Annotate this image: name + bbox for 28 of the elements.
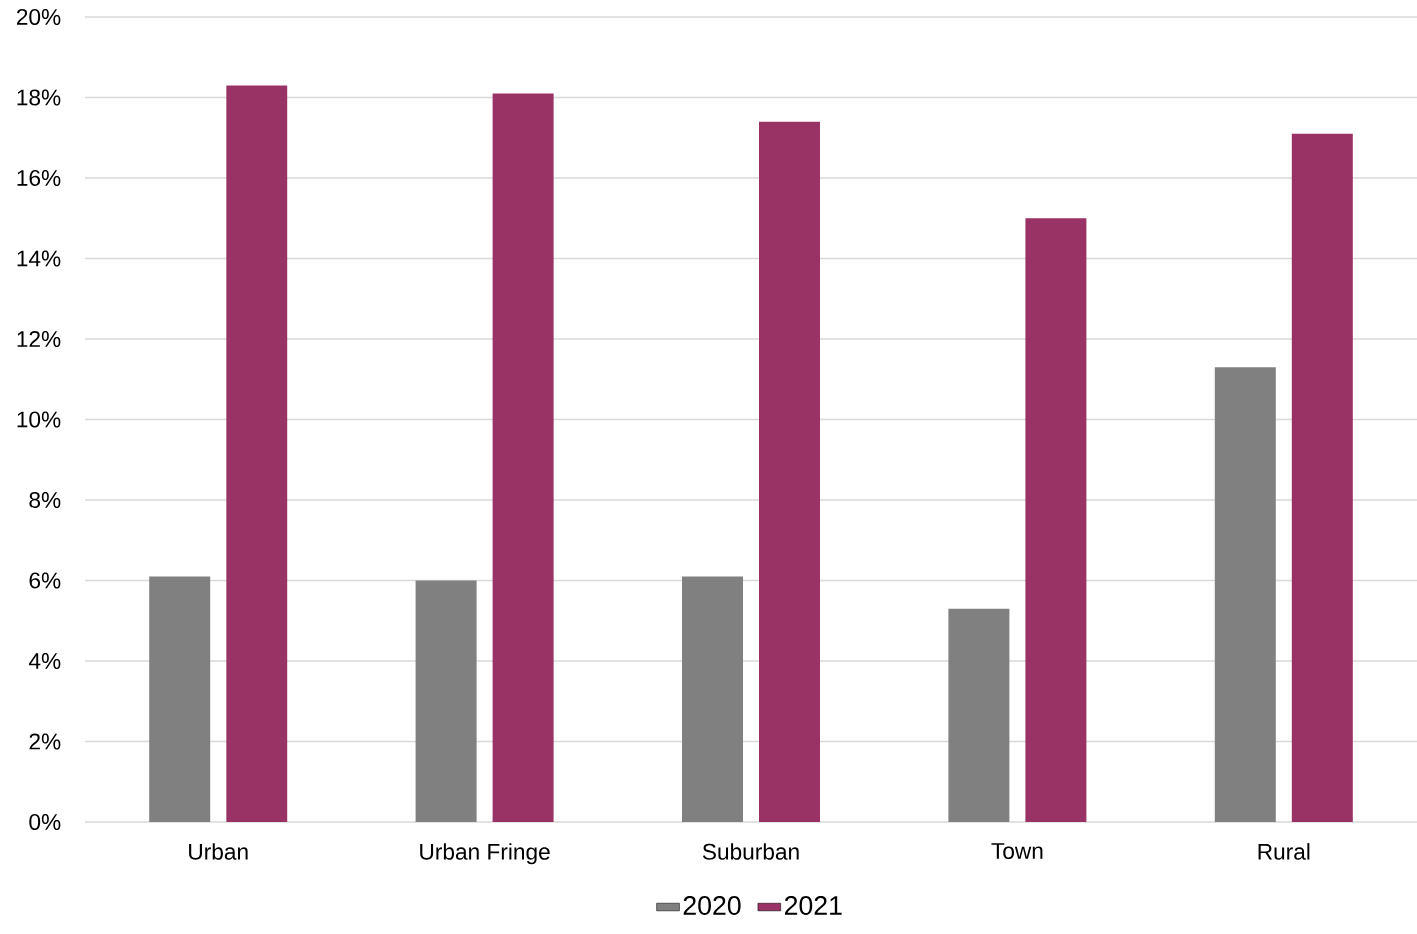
y-tick-label: 12% [17,331,61,347]
x-tick-label: Urban Fringe [420,843,550,865]
bar [1025,218,1087,822]
y-tick-label: 0% [29,813,61,831]
y-tick-label: 16% [17,169,61,187]
y-tick-label: 18% [17,89,61,106]
y-tick-label: 10% [17,411,61,428]
bar [1291,133,1353,822]
bar [948,608,1010,822]
bar [492,93,554,822]
y-tick-label: 2% [29,733,61,750]
bar [1214,367,1276,822]
x-tick-label: Rural [1258,843,1310,860]
y-tick-label: 14% [17,250,61,267]
y-tick-label: 8% [29,491,61,509]
x-tick-label: Urban [189,843,248,860]
y-tick-label: 20% [16,8,61,26]
y-tick-label: 6% [29,572,61,589]
legend-label: 2020 [683,896,741,915]
bar [149,576,211,822]
bar [226,85,288,822]
legend-label: 2021 [784,896,842,915]
bar [682,576,743,822]
bar [759,121,820,822]
y-tick-label: 4% [28,653,61,669]
x-tick-label: Town [991,843,1043,859]
x-tick-label: Suburban [702,843,799,860]
bar [415,580,477,822]
